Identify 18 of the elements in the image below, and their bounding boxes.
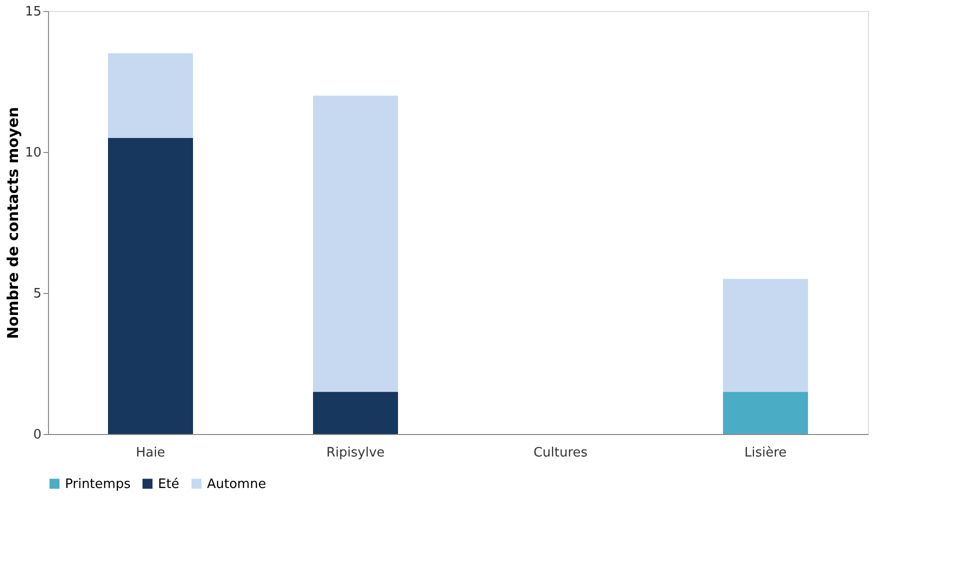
x-tick-label: Ripisylve [326,446,385,460]
bar [108,138,193,434]
y-tick-label: 10 [24,146,42,160]
bar [313,96,398,392]
x-tick-label: Cultures [533,446,588,460]
x-tick-label: Lisière [744,446,787,460]
x-tick-label: Haie [136,446,166,460]
y-axis-title: Nombre de contacts moyen [4,106,22,340]
bar [108,53,193,138]
y-tick-label: 5 [33,286,42,302]
bar [723,278,808,392]
legend-label: Automne [207,476,266,492]
y-tick-label: 15 [24,4,42,20]
bar [313,392,398,434]
y-tick-label: 0 [33,428,42,442]
legend-label: Printemps [65,476,131,492]
legend-label: Eté [158,476,180,492]
bar [723,392,808,434]
